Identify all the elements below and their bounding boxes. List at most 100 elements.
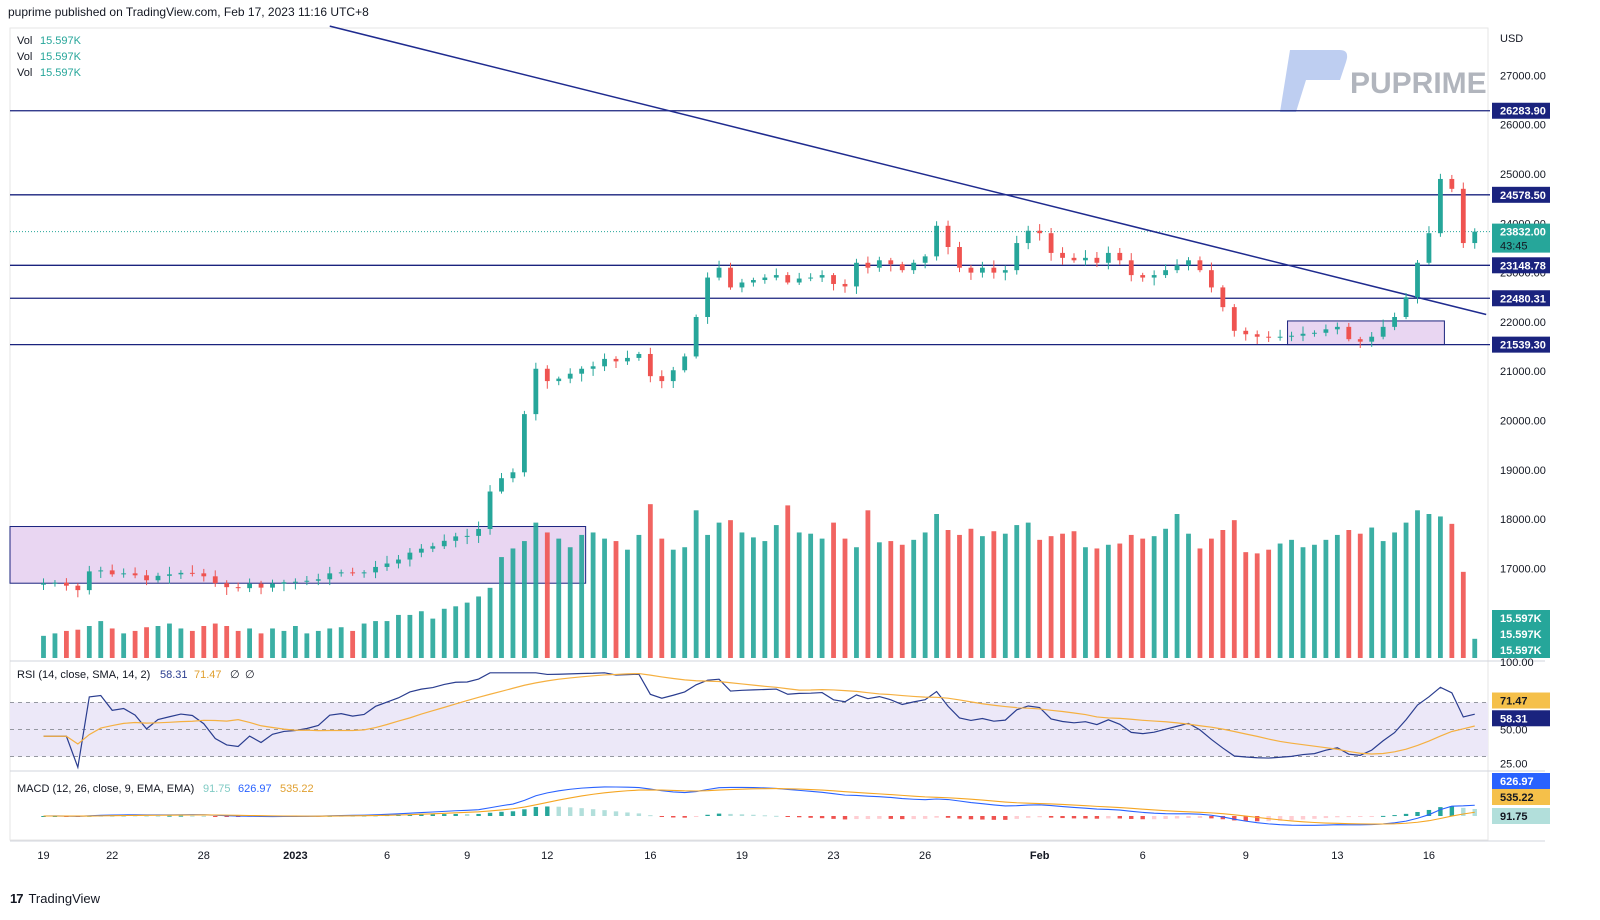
rsi-sma-legend-value: 71.47 — [194, 669, 222, 681]
macd-histogram-bar — [842, 816, 848, 820]
volume-bar — [1426, 514, 1432, 658]
volume-bar — [636, 534, 642, 658]
candle-body — [327, 573, 333, 580]
macd-histogram-bar — [602, 810, 607, 816]
candle-body — [1357, 339, 1363, 342]
price-tick-label: 27000.00 — [1500, 70, 1546, 82]
volume-bar — [1071, 531, 1077, 658]
currency-label: USD — [1500, 33, 1523, 45]
candle-body — [86, 571, 92, 591]
macd-histogram-bar — [728, 813, 733, 816]
level-price-label-bg — [1492, 336, 1550, 353]
candle-body — [52, 582, 58, 584]
macd-histogram-bar — [1026, 816, 1031, 818]
candle-body — [659, 376, 665, 382]
candle-body — [98, 570, 104, 572]
candle-body — [499, 478, 504, 492]
time-tick-label: 2023 — [283, 850, 307, 862]
volume-bar — [1254, 553, 1260, 658]
price-pane[interactable] — [9, 25, 1545, 842]
candle-body — [476, 528, 481, 536]
footer[interactable]: 17 TradingView — [10, 891, 100, 906]
volume-bar — [1151, 536, 1157, 658]
macd-signal-legend-value: 535.22 — [280, 783, 314, 795]
price-axis[interactable]: USD27000.0026000.0025000.0024000.0023000… — [1492, 33, 1550, 824]
macd-signal-line — [43, 788, 1475, 825]
candle-body — [1392, 317, 1397, 327]
time-axis[interactable]: 19 22 28 2023 6 9 12 16 19 23 26 Feb 6 9 13 16 — [37, 850, 1435, 862]
candle-body — [796, 278, 802, 283]
macd-histogram-bar — [1461, 807, 1466, 816]
candle-body — [613, 358, 619, 362]
macd-histogram-bar — [1300, 816, 1306, 820]
candle-body — [625, 357, 630, 362]
candle-body — [647, 353, 653, 377]
volume-bar — [1105, 544, 1111, 658]
volume-bar — [1186, 533, 1191, 658]
volume-bar — [1415, 510, 1420, 658]
rsi-pane[interactable] — [10, 672, 1488, 770]
volume-bar — [1403, 522, 1409, 658]
candle-body — [224, 583, 230, 588]
candle-body — [1334, 326, 1340, 330]
rsi-badge-bg — [1492, 710, 1550, 727]
volume-bar — [155, 626, 161, 658]
candle-body — [1025, 230, 1031, 244]
candle-body — [980, 267, 985, 273]
macd-histogram-bar — [1220, 816, 1226, 820]
volume-bar — [682, 547, 688, 658]
macd-histogram-bar — [1106, 816, 1111, 819]
candle-body — [407, 552, 413, 560]
candle-body — [1037, 230, 1043, 234]
plot-frame — [9, 27, 1489, 841]
volume-bar — [522, 541, 527, 658]
volume-bar — [1323, 539, 1329, 658]
rsi-tick-label: 25.00 — [1500, 758, 1528, 770]
candle-body — [258, 583, 264, 588]
macd-histogram-bar — [545, 806, 550, 816]
macd-legend-value: 626.97 — [238, 783, 272, 795]
volume-bar — [41, 635, 46, 658]
candle-body — [1060, 252, 1065, 258]
volume-bar — [579, 534, 585, 658]
volume-bar — [1449, 523, 1455, 658]
candle-body — [567, 373, 573, 379]
candle-body — [1083, 257, 1088, 261]
macd-histogram-bar — [739, 814, 745, 816]
volume-bar — [476, 596, 481, 658]
time-tick-label: 16 — [1423, 850, 1435, 862]
macd-histogram-bar — [1380, 815, 1386, 817]
price-tick-label: 21000.00 — [1500, 366, 1546, 378]
volume-bar — [1460, 571, 1466, 658]
macd-histogram-bar — [785, 816, 790, 817]
volume-bar — [121, 633, 127, 658]
macd-histogram-bar — [774, 815, 779, 817]
candle-body — [1174, 265, 1180, 271]
macd-histogram-bar — [1117, 816, 1122, 819]
candle-body — [384, 563, 390, 567]
macd-hist-legend-value: 91.75 — [203, 783, 231, 795]
volume-axis-label: 15.597K — [1500, 629, 1542, 641]
volume-bar — [361, 623, 367, 658]
volume-bar — [189, 630, 195, 658]
macd-histogram-bar — [648, 815, 653, 817]
macd-pane[interactable] — [41, 786, 1477, 826]
macd-histogram-bar — [487, 812, 493, 816]
volume-bar — [1472, 638, 1478, 658]
macd-histogram-bar — [808, 816, 813, 818]
macd-histogram-bar — [945, 816, 951, 818]
legends: Vol 15.597K Vol 15.597K Vol 15.597K RSI (14, c… — [17, 35, 314, 795]
macd-histogram-bar — [877, 816, 882, 819]
consolidation-zone-1 — [1287, 320, 1445, 346]
macd-histogram-bar — [1094, 816, 1100, 819]
volume-bar — [1197, 548, 1203, 658]
volume-bar — [773, 525, 779, 658]
volume-bar — [854, 547, 859, 658]
volume-bar — [1083, 547, 1088, 658]
macd-hist-badge: 91.75 — [1500, 811, 1528, 823]
time-tick-label: 6 — [384, 850, 390, 862]
macd-histogram-bar — [464, 814, 470, 816]
volume-bar — [1002, 533, 1008, 658]
puprime-watermark: PUPRIME — [1280, 50, 1487, 112]
